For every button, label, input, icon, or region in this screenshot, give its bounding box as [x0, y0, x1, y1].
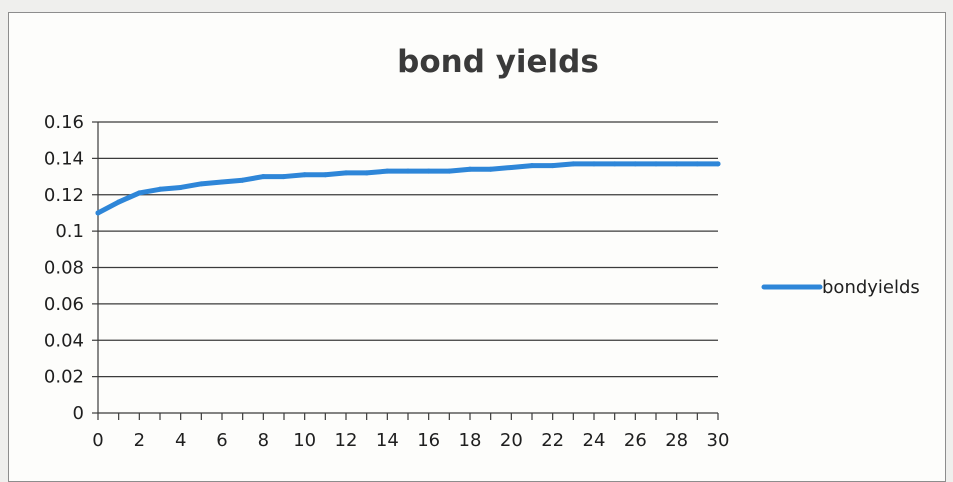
- x-tick-label: 6: [216, 430, 227, 451]
- data-point: [405, 168, 411, 174]
- x-tick-label: 28: [665, 430, 688, 451]
- y-tick-label: 0.04: [44, 330, 84, 351]
- legend-label-bondyields: bondyields: [822, 277, 920, 298]
- grid-lines: [98, 121, 718, 378]
- data-point: [116, 199, 122, 205]
- data-point: [260, 174, 266, 180]
- data-point: [219, 179, 225, 185]
- x-tick-label: 0: [92, 430, 103, 451]
- chart-title: bond yields: [397, 44, 599, 80]
- data-point: [570, 161, 576, 167]
- y-tick-label: 0.1: [55, 221, 84, 242]
- data-point: [694, 161, 700, 167]
- data-point: [198, 181, 204, 187]
- legend: bondyields: [761, 277, 920, 298]
- y-tick-labels: 0 0.02 0.04 0.06 0.08 0.1 0.12 0.14 0.16: [44, 112, 84, 424]
- data-point: [446, 168, 452, 174]
- data-point: [281, 174, 287, 180]
- data-point: [550, 163, 556, 169]
- y-tick-label: 0.06: [44, 294, 84, 315]
- data-point: [612, 161, 618, 167]
- data-point: [178, 184, 184, 190]
- x-tick-label: 24: [583, 430, 606, 451]
- series-layer: [95, 161, 721, 216]
- data-point: [136, 190, 142, 196]
- data-point: [157, 186, 163, 192]
- x-tick-label: 10: [293, 430, 316, 451]
- data-point: [467, 166, 473, 172]
- x-tick-label: 2: [134, 430, 145, 451]
- x-tick-labels: 0 2 4 6 8 10 12 14 16 18 20 22 24 26 28 30: [92, 430, 729, 451]
- data-point: [364, 170, 370, 176]
- y-tick-label: 0.16: [44, 112, 84, 133]
- data-point: [715, 161, 721, 167]
- chart-frame: [8, 12, 946, 482]
- y-tick-label: 0.08: [44, 258, 84, 279]
- data-point: [591, 161, 597, 167]
- data-point: [674, 161, 680, 167]
- y-tick-label: 0.02: [44, 367, 84, 388]
- x-tick-label: 30: [707, 430, 730, 451]
- data-point: [426, 168, 432, 174]
- x-tick-label: 16: [417, 430, 440, 451]
- axes: [92, 121, 719, 420]
- data-point: [95, 210, 101, 216]
- data-point: [240, 177, 246, 183]
- x-tick-label: 20: [500, 430, 523, 451]
- data-point: [322, 172, 328, 178]
- x-tick-label: 4: [175, 430, 186, 451]
- x-tick-label: 22: [541, 430, 564, 451]
- data-point: [529, 163, 535, 169]
- data-point: [302, 172, 308, 178]
- data-point: [508, 164, 514, 170]
- y-tick-label: 0.14: [44, 148, 84, 169]
- data-point: [343, 170, 349, 176]
- x-tick-label: 12: [335, 430, 358, 451]
- data-point: [632, 161, 638, 167]
- x-tick-label: 18: [459, 430, 482, 451]
- y-tick-label: 0.12: [44, 185, 84, 206]
- data-point: [653, 161, 659, 167]
- y-tick-label: 0: [73, 403, 84, 424]
- x-tick-label: 14: [376, 430, 399, 451]
- x-tick-label: 26: [624, 430, 647, 451]
- data-point: [384, 168, 390, 174]
- x-tick-label: 8: [258, 430, 269, 451]
- data-point: [488, 166, 494, 172]
